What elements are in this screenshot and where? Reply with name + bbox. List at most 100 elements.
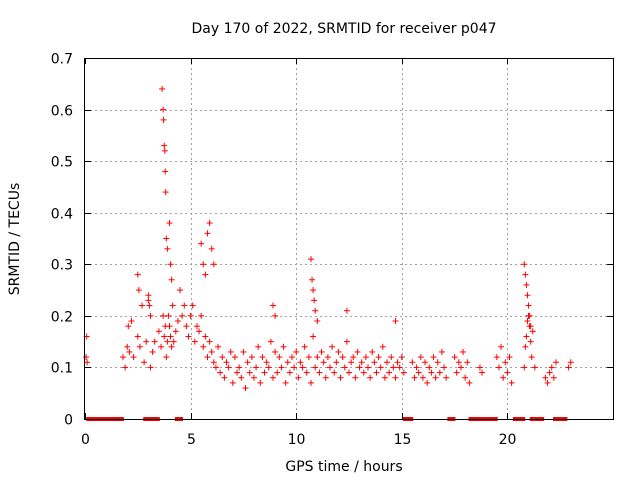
data-point [358, 359, 365, 366]
data-point [206, 338, 213, 345]
data-point [522, 343, 529, 350]
data-point [206, 220, 213, 227]
data-point [189, 302, 196, 309]
data-point [337, 374, 344, 381]
data-point [196, 328, 203, 335]
data-point [428, 369, 435, 376]
plot-frame [84, 58, 614, 420]
data-point [476, 364, 483, 371]
data-point [524, 318, 531, 325]
data-point [525, 302, 532, 309]
data-point [307, 256, 314, 263]
data-point [253, 364, 260, 371]
data-point [312, 364, 319, 371]
data-point [350, 354, 357, 361]
data-point [426, 364, 433, 371]
data-point [453, 369, 460, 376]
data-point [531, 364, 538, 371]
data-point [457, 364, 464, 371]
data-point [390, 364, 397, 371]
data-point [269, 302, 276, 309]
data-point [462, 374, 469, 381]
data-point [145, 292, 152, 299]
data-point [161, 147, 168, 154]
data-point [225, 364, 232, 371]
data-point [147, 364, 154, 371]
data-point [527, 323, 534, 330]
data-point [314, 354, 321, 361]
data-point [187, 312, 194, 319]
data-point [274, 369, 281, 376]
data-point [524, 292, 531, 299]
data-point [200, 261, 207, 268]
data-point [521, 261, 528, 268]
data-point [464, 359, 471, 366]
data-point [278, 364, 285, 371]
data-point [354, 348, 361, 355]
data-point [567, 359, 574, 366]
data-point [415, 369, 422, 376]
data-point [546, 369, 553, 376]
data-point [479, 369, 486, 376]
data-point [333, 359, 340, 366]
data-point [411, 374, 418, 381]
data-point [291, 364, 298, 371]
data-point [299, 364, 306, 371]
data-point [126, 348, 133, 355]
data-point [193, 323, 200, 330]
data-point [388, 354, 395, 361]
data-point [163, 354, 170, 361]
data-point [316, 369, 323, 376]
data-point [293, 348, 300, 355]
data-point [177, 287, 184, 294]
data-point [466, 379, 473, 386]
data-point [356, 364, 363, 371]
data-point [261, 369, 268, 376]
x-tick-label: 5 [187, 432, 196, 448]
data-point [198, 240, 205, 247]
data-point [377, 364, 384, 371]
data-point [326, 364, 333, 371]
data-point [424, 379, 431, 386]
data-point [120, 354, 127, 361]
data-point [400, 369, 407, 376]
data-point [339, 354, 346, 361]
data-point [139, 302, 146, 309]
y-tick-label: 0.6 [51, 104, 73, 120]
data-point [392, 374, 399, 381]
data-point [523, 333, 530, 340]
data-point [164, 245, 171, 252]
y-tick-label: 0.1 [51, 361, 73, 377]
data-point [198, 312, 205, 319]
data-point [311, 297, 318, 304]
data-point [365, 364, 372, 371]
data-point [172, 328, 179, 335]
data-point [529, 328, 536, 335]
data-point [526, 312, 533, 319]
data-point [267, 338, 274, 345]
data-point [163, 235, 170, 242]
data-point [208, 245, 215, 252]
data-point [141, 359, 148, 366]
data-point [159, 85, 166, 92]
data-point [367, 374, 374, 381]
data-point [162, 168, 169, 175]
data-point [244, 359, 251, 366]
data-point [219, 354, 226, 361]
data-point [369, 348, 376, 355]
data-point [234, 369, 241, 376]
data-point [409, 359, 416, 366]
y-tick-label: 0 [64, 413, 73, 429]
data-point [84, 359, 91, 366]
data-point [455, 359, 462, 366]
data-point [145, 297, 152, 304]
data-point [191, 338, 198, 345]
data-point [548, 364, 555, 371]
data-point [160, 312, 167, 319]
data-point [493, 354, 500, 361]
data-point [310, 333, 317, 340]
data-point [392, 318, 399, 325]
data-point [250, 374, 257, 381]
data-point [135, 287, 142, 294]
data-point [495, 364, 502, 371]
